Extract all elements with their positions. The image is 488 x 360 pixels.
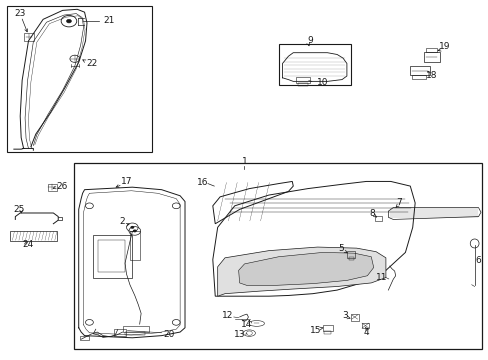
Circle shape: [133, 229, 137, 232]
Text: 19: 19: [438, 42, 449, 51]
Bar: [374, 216, 382, 221]
Bar: [324, 330, 330, 334]
Bar: [346, 251, 354, 258]
Text: 20: 20: [163, 330, 174, 339]
Bar: [409, 66, 429, 75]
Bar: [10, 231, 57, 241]
Bar: [350, 314, 358, 320]
Text: 22: 22: [86, 59, 97, 68]
Bar: [114, 329, 126, 336]
Bar: [122, 325, 149, 332]
Polygon shape: [238, 252, 373, 285]
Text: 3: 3: [342, 311, 347, 320]
Bar: [295, 77, 310, 83]
Bar: [6, 6, 152, 152]
Bar: [423, 52, 439, 62]
Circle shape: [130, 226, 134, 229]
Text: 18: 18: [425, 71, 436, 80]
Bar: [80, 336, 89, 340]
Bar: [23, 33, 34, 41]
Text: 26: 26: [56, 182, 68, 191]
Text: 10: 10: [316, 78, 327, 87]
Text: 12: 12: [221, 311, 233, 320]
Text: 13: 13: [233, 330, 245, 339]
Text: 5: 5: [338, 244, 343, 253]
Text: 6: 6: [475, 256, 481, 265]
Text: 7: 7: [396, 198, 402, 207]
Bar: [98, 240, 125, 272]
Text: 14: 14: [241, 320, 252, 329]
Bar: [74, 163, 482, 349]
Bar: [130, 231, 140, 260]
Bar: [322, 325, 332, 331]
Bar: [278, 44, 350, 85]
Bar: [411, 75, 425, 79]
Text: 21: 21: [103, 15, 114, 24]
Text: 4: 4: [363, 328, 368, 337]
Text: 16: 16: [197, 178, 208, 187]
Bar: [298, 83, 307, 86]
Bar: [348, 257, 353, 260]
Polygon shape: [217, 247, 385, 296]
Bar: [47, 184, 57, 191]
Bar: [361, 323, 368, 328]
Circle shape: [66, 19, 71, 23]
Text: 24: 24: [22, 240, 33, 249]
Text: 11: 11: [375, 273, 387, 282]
Text: 25: 25: [14, 205, 25, 214]
Text: 23: 23: [15, 9, 26, 18]
Bar: [426, 48, 436, 52]
Text: 17: 17: [121, 177, 132, 186]
Text: 15: 15: [309, 326, 321, 335]
Text: 2: 2: [120, 217, 125, 226]
Text: 1: 1: [241, 157, 247, 166]
Text: 8: 8: [368, 209, 374, 218]
Bar: [93, 234, 132, 278]
Bar: [125, 332, 144, 335]
Text: 9: 9: [307, 36, 312, 45]
